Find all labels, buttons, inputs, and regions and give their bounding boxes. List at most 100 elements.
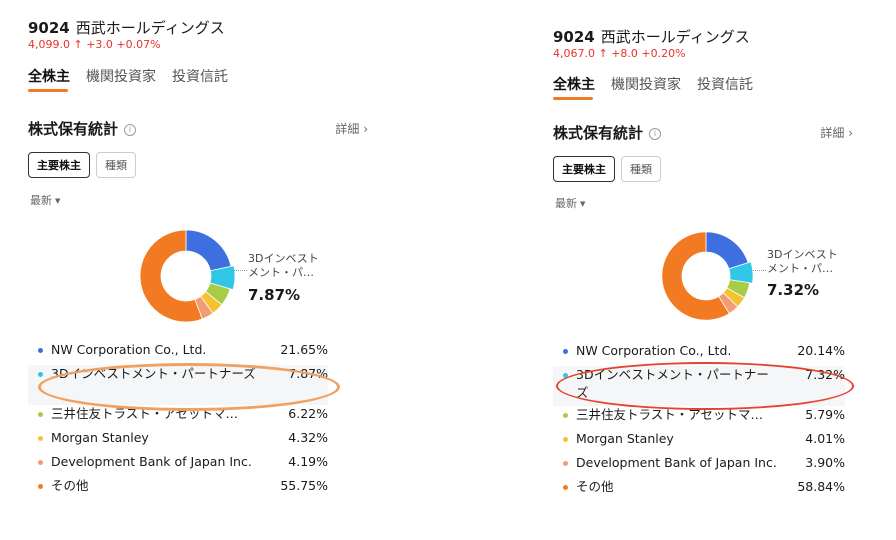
shareholder-panel-right: 9024 西武ホールディングス 4,067.0 ↑ +8.0 +0.20% 全株主… [553, 0, 893, 540]
holders-list: NW Corporation Co., Ltd. 20.14% 3Dインベストメント… [553, 342, 845, 502]
callout-label-line2: メント・パ… [248, 266, 314, 279]
caret-down-icon: ▼ [580, 200, 586, 208]
holdings-donut-chart [661, 231, 754, 321]
legend-dot-icon [563, 485, 568, 490]
legend-dot-icon [563, 437, 568, 442]
holders-list: NW Corporation Co., Ltd. 21.65% 3Dインベストメント… [28, 341, 328, 501]
donut-callout-percent: 7.87% [248, 286, 301, 304]
holder-tabs: 全株主 機関投資家 投資信託 [553, 74, 753, 100]
holder-name: 三井住友トラスト・アセットマ… [576, 407, 764, 422]
legend-dot-icon [38, 436, 43, 441]
section-title-text: 株式保有統計 [553, 124, 644, 142]
stock-header: 9024 西武ホールディングス [553, 26, 750, 47]
section-title: 株式保有統計 i [553, 122, 662, 143]
legend-dot-icon [563, 413, 568, 418]
legend-dot-icon [563, 461, 568, 466]
legend-dot-icon [563, 349, 568, 354]
legend-dot-icon [38, 460, 43, 465]
tab-all-shareholders[interactable]: 全株主 [28, 66, 70, 92]
callout-leader-line [753, 270, 766, 271]
holder-percent: 6.22% [288, 406, 328, 421]
donut-callout-label: 3Dインベスト メント・パ… [767, 248, 838, 276]
toggle-type[interactable]: 種類 [96, 152, 136, 178]
view-toggle: 主要株主 種類 [28, 152, 136, 178]
legend-dot-icon [38, 372, 43, 377]
info-icon[interactable]: i [124, 123, 137, 136]
period-dropdown[interactable]: 最新 ▼ [555, 195, 585, 211]
holder-row[interactable]: 3Dインベストメント・パートナーズ 7.87% [28, 365, 328, 405]
company-name: 西武ホールディングス [600, 28, 750, 46]
holder-name: 三井住友トラスト・アセットマ… [51, 406, 239, 421]
callout-leader-line [234, 270, 247, 271]
legend-dot-icon [38, 484, 43, 489]
holder-name: NW Corporation Co., Ltd. [51, 342, 207, 357]
toggle-major-holders[interactable]: 主要株主 [553, 156, 615, 182]
holder-percent: 7.32% [805, 367, 845, 382]
holder-row[interactable]: その他 58.84% [553, 478, 845, 502]
section-title-text: 株式保有統計 [28, 120, 119, 138]
holder-row[interactable]: 3Dインベストメント・パートナーズ 7.32% [553, 366, 845, 406]
holder-percent: 4.19% [288, 454, 328, 469]
holder-percent: 3.90% [805, 455, 845, 470]
holder-name: Development Bank of Japan Inc. [51, 454, 252, 469]
view-toggle: 主要株主 種類 [553, 156, 661, 182]
tab-mutual-funds[interactable]: 投資信託 [697, 77, 753, 93]
holder-row[interactable]: 三井住友トラスト・アセットマ… 5.79% [553, 406, 845, 430]
toggle-major-holders[interactable]: 主要株主 [28, 152, 90, 178]
donut-slice[interactable] [139, 229, 203, 323]
holder-name: 3Dインベストメント・パートナーズ [51, 366, 256, 381]
holder-row[interactable]: NW Corporation Co., Ltd. 20.14% [553, 342, 845, 366]
holder-row[interactable]: その他 55.75% [28, 477, 328, 501]
ticker-code: 9024 [28, 19, 70, 37]
ticker-code: 9024 [553, 28, 595, 46]
toggle-type[interactable]: 種類 [621, 156, 661, 182]
holder-percent: 20.14% [797, 343, 845, 358]
holder-percent: 21.65% [280, 342, 328, 357]
holder-name: 3Dインベストメント・パートナーズ [576, 367, 769, 400]
holder-row[interactable]: NW Corporation Co., Ltd. 21.65% [28, 341, 328, 365]
holder-percent: 5.79% [805, 407, 845, 422]
period-dropdown[interactable]: 最新 ▼ [30, 192, 60, 208]
holder-percent: 55.75% [280, 478, 328, 493]
donut-slice[interactable] [705, 231, 749, 270]
holder-row[interactable]: Development Bank of Japan Inc. 4.19% [28, 453, 328, 477]
holder-row[interactable]: Development Bank of Japan Inc. 3.90% [553, 454, 845, 478]
holder-percent: 58.84% [797, 479, 845, 494]
tab-institutional[interactable]: 機関投資家 [86, 69, 156, 85]
donut-slice[interactable] [661, 231, 730, 321]
legend-dot-icon [38, 348, 43, 353]
holdings-donut-chart [139, 229, 236, 323]
holder-name: Morgan Stanley [576, 431, 674, 446]
detail-link[interactable]: 詳細 › [335, 122, 368, 136]
holder-percent: 4.32% [288, 430, 328, 445]
donut-callout-percent: 7.32% [767, 281, 820, 299]
holder-percent: 7.87% [288, 366, 328, 381]
holder-row[interactable]: Morgan Stanley 4.32% [28, 429, 328, 453]
holder-row[interactable]: 三井住友トラスト・アセットマ… 6.22% [28, 405, 328, 429]
holder-tabs: 全株主 機関投資家 投資信託 [28, 66, 228, 92]
company-name: 西武ホールディングス [75, 19, 225, 37]
tab-mutual-funds[interactable]: 投資信託 [172, 69, 228, 85]
tab-all-shareholders[interactable]: 全株主 [553, 74, 595, 100]
stock-header: 9024 西武ホールディングス [28, 17, 225, 38]
callout-label-line2: メント・パ… [767, 262, 833, 275]
legend-dot-icon [38, 412, 43, 417]
tab-institutional[interactable]: 機関投資家 [611, 77, 681, 93]
holder-name: NW Corporation Co., Ltd. [576, 343, 732, 358]
holder-row[interactable]: Morgan Stanley 4.01% [553, 430, 845, 454]
section-title: 株式保有統計 i [28, 118, 137, 139]
period-label: 最新 [30, 194, 52, 207]
callout-label-line1: 3Dインベスト [248, 252, 319, 265]
donut-slice[interactable] [185, 229, 232, 272]
detail-link[interactable]: 詳細 › [820, 126, 853, 140]
info-icon[interactable]: i [649, 127, 662, 140]
holder-percent: 4.01% [805, 431, 845, 446]
price-quote: 4,099.0 ↑ +3.0 +0.07% [28, 38, 161, 51]
holder-name: その他 [51, 478, 89, 493]
holder-name: その他 [576, 479, 614, 494]
callout-label-line1: 3Dインベスト [767, 248, 838, 261]
legend-dot-icon [563, 373, 568, 378]
holder-name: Morgan Stanley [51, 430, 149, 445]
holder-name: Development Bank of Japan Inc. [576, 455, 777, 470]
donut-callout-label: 3Dインベスト メント・パ… [248, 252, 319, 280]
